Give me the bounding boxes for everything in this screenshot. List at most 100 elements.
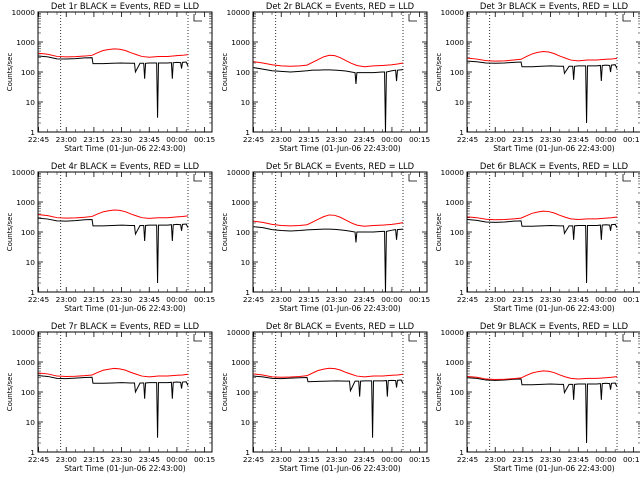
x-tick-label: 23:00 xyxy=(271,295,293,304)
x-tick-label: 22:45 xyxy=(28,135,50,144)
y-tick-label: 1 xyxy=(459,448,464,457)
y-tick-label: 1000 xyxy=(445,198,464,207)
plot-frame xyxy=(466,331,640,453)
x-tick-label: 00:15 xyxy=(194,135,216,144)
plot-frame xyxy=(466,171,640,293)
x-tick-label: 23:30 xyxy=(540,295,562,304)
series-events-line xyxy=(253,375,404,438)
y-axis-label: Counts/sec xyxy=(6,53,14,92)
x-tick-label: 22:45 xyxy=(243,135,265,144)
y-axis-label: Counts/sec xyxy=(435,373,443,412)
x-tick-label: 23:15 xyxy=(298,295,320,304)
chart-panel: Det 8r BLACK = Events, RED = LLD 1 10 100 10… xyxy=(221,321,431,473)
series-lld-line xyxy=(38,48,189,58)
x-tick-label: 22:45 xyxy=(457,455,479,464)
x-tick-label: 23:45 xyxy=(139,135,161,144)
x-tick-label: 23:30 xyxy=(326,455,348,464)
x-tick-label: 23:45 xyxy=(568,295,590,304)
y-tick-label: 1 xyxy=(245,288,250,297)
y-tick-label: 100 xyxy=(21,388,35,397)
x-tick-label: 00:15 xyxy=(409,135,431,144)
x-tick-label: 23:30 xyxy=(540,135,562,144)
y-tick-label: 100 xyxy=(236,228,250,237)
series-lld-line xyxy=(467,370,618,381)
series-events-line xyxy=(38,55,189,118)
x-tick-label: 22:45 xyxy=(457,295,479,304)
x-tick-label: 00:00 xyxy=(595,455,617,464)
y-tick-label: 100 xyxy=(21,228,35,237)
y-tick-label: 100 xyxy=(236,388,250,397)
x-tick-label: 00:00 xyxy=(166,135,188,144)
x-tick-label: 00:15 xyxy=(409,455,431,464)
series-lld-line xyxy=(253,367,404,378)
x-tick-label: 23:15 xyxy=(83,135,105,144)
x-axis-label: Start Time (01-Jun-06 22:43:00) xyxy=(493,144,615,153)
x-tick-label: 22:45 xyxy=(28,295,50,304)
x-tick-label: 00:00 xyxy=(595,135,617,144)
x-tick-label: 23:45 xyxy=(354,455,376,464)
legend-marker xyxy=(193,174,202,182)
x-tick-label: 00:15 xyxy=(194,295,216,304)
chart-panel: Det 5r BLACK = Events, RED = LLD 1 10 100 10… xyxy=(221,161,431,313)
series-events-line xyxy=(38,375,189,438)
y-tick-label: 100 xyxy=(450,388,464,397)
x-tick-label: 23:45 xyxy=(568,455,590,464)
y-axis-label: Counts/sec xyxy=(435,53,443,92)
legend-marker xyxy=(622,334,631,342)
y-tick-label: 1000 xyxy=(16,198,35,207)
x-tick-label: 23:15 xyxy=(298,455,320,464)
y-tick-label: 1 xyxy=(459,288,464,297)
x-tick-label: 00:15 xyxy=(194,455,216,464)
legend-marker xyxy=(408,14,417,22)
x-tick-label: 23:45 xyxy=(139,295,161,304)
y-tick-label: 10 xyxy=(455,98,465,107)
y-tick-label: 1 xyxy=(30,288,35,297)
x-tick-label: 00:15 xyxy=(623,295,640,304)
x-tick-label: 23:15 xyxy=(512,455,534,464)
y-tick-label: 10 xyxy=(26,258,36,267)
y-tick-label: 10000 xyxy=(226,328,250,337)
x-tick-label: 23:30 xyxy=(540,455,562,464)
series-events-line xyxy=(467,377,618,443)
x-tick-label: 23:15 xyxy=(298,135,320,144)
chart-panel: Det 6r BLACK = Events, RED = LLD 1 10 100 10… xyxy=(435,161,640,313)
y-tick-label: 10000 xyxy=(11,8,35,17)
x-axis-label: Start Time (01-Jun-06 22:43:00) xyxy=(279,304,401,313)
x-tick-label: 00:00 xyxy=(166,455,188,464)
plot-frame xyxy=(37,11,213,133)
y-tick-label: 10 xyxy=(241,418,251,427)
plot-frame xyxy=(252,331,428,453)
chart-title: Det 5r BLACK = Events, RED = LLD xyxy=(266,161,414,171)
y-axis-label: Counts/sec xyxy=(221,373,229,412)
x-tick-label: 23:00 xyxy=(56,295,78,304)
chart-title: Det 3r BLACK = Events, RED = LLD xyxy=(480,1,628,11)
x-tick-label: 00:00 xyxy=(381,455,403,464)
x-tick-label: 23:00 xyxy=(485,135,507,144)
chart-title: Det 4r BLACK = Events, RED = LLD xyxy=(51,161,199,171)
y-tick-label: 1000 xyxy=(445,38,464,47)
y-tick-label: 1000 xyxy=(16,38,35,47)
legend-marker xyxy=(622,174,631,182)
y-tick-label: 10 xyxy=(455,258,465,267)
series-lld-line xyxy=(38,367,189,378)
y-tick-label: 10000 xyxy=(226,168,250,177)
chart-title: Det 8r BLACK = Events, RED = LLD xyxy=(266,321,414,331)
x-tick-label: 22:45 xyxy=(243,455,265,464)
series-lld-line xyxy=(467,51,618,62)
y-tick-label: 10000 xyxy=(440,8,464,17)
y-axis-label: Counts/sec xyxy=(6,373,14,412)
y-tick-label: 10000 xyxy=(226,8,250,17)
legend-marker xyxy=(408,174,417,182)
x-axis-label: Start Time (01-Jun-06 22:43:00) xyxy=(493,304,615,313)
y-axis-label: Counts/sec xyxy=(221,213,229,252)
x-tick-label: 23:00 xyxy=(271,455,293,464)
x-tick-label: 00:15 xyxy=(409,295,431,304)
y-tick-label: 1000 xyxy=(231,198,250,207)
y-tick-label: 100 xyxy=(450,68,464,77)
chart-panel: Det 9r BLACK = Events, RED = LLD 1 10 100 10… xyxy=(435,321,640,473)
x-axis-label: Start Time (01-Jun-06 22:43:00) xyxy=(279,464,401,473)
y-tick-label: 1 xyxy=(459,128,464,137)
x-tick-label: 00:00 xyxy=(166,295,188,304)
x-axis-label: Start Time (01-Jun-06 22:43:00) xyxy=(64,304,186,313)
plot-frame xyxy=(37,171,213,293)
